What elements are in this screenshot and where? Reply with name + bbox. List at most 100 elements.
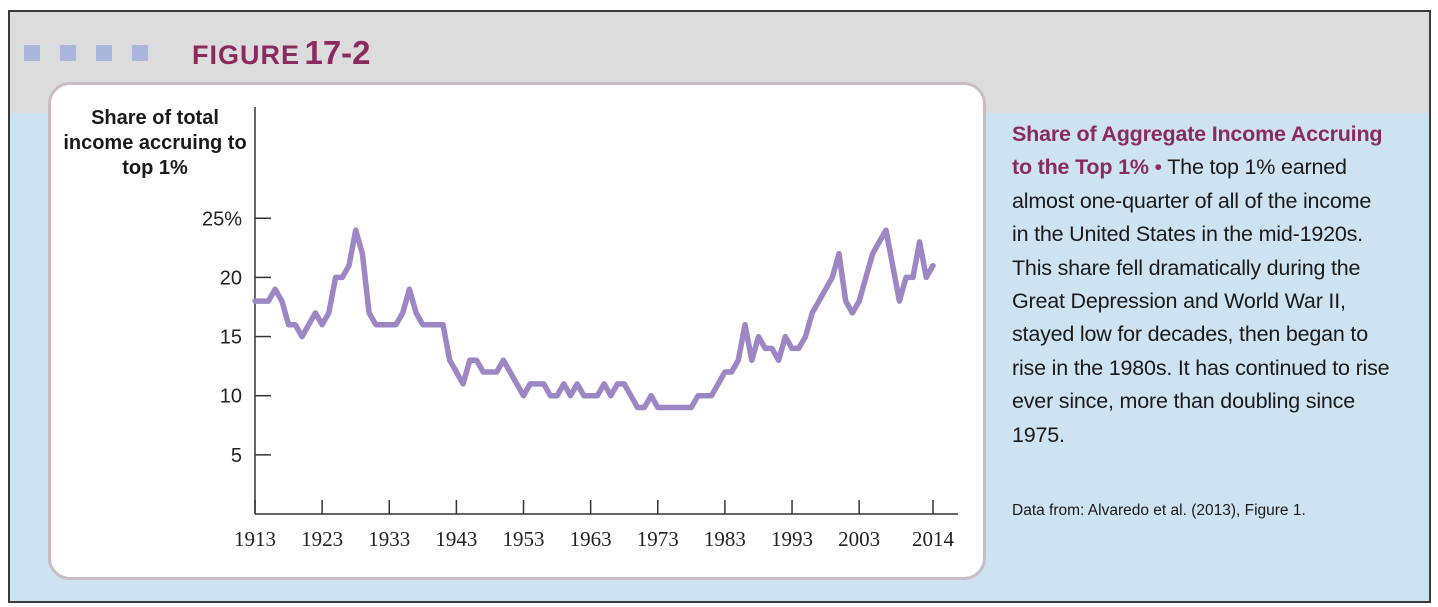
line-chart: 25% 20 15 10 5 1913 1923 1933 1943 1953 1963 1973 19… [202,107,958,551]
decorative-square [60,45,76,61]
data-point [596,394,599,397]
y-tick-label: 25% [202,208,242,230]
data-point [851,311,854,315]
data-point [300,335,304,338]
data-point [589,394,592,397]
data-point [750,359,753,362]
data-point [569,394,572,397]
data-point [804,335,807,338]
data-point [858,299,861,303]
data-point [784,335,787,338]
data-point [448,359,451,362]
series-line [252,227,936,411]
figure-frame: FIGURE 17-2 Share of total income accrui… [8,10,1431,603]
data-point [757,335,760,338]
data-point [401,311,404,315]
data-point [636,406,639,409]
figure-label: FIGURE 17-2 [192,34,371,72]
data-point [253,299,257,303]
data-point [287,323,290,326]
data-point [267,299,270,303]
data-point [260,299,263,303]
data-point [441,323,445,326]
data-point [374,323,377,326]
data-point [341,276,344,279]
data-point [347,264,351,267]
data-point [361,252,364,255]
data-point [817,299,821,303]
y-tick-label: 15 [220,327,242,349]
data-point [676,406,680,409]
decorative-square [24,45,40,61]
data-point [898,299,901,303]
data-point [414,311,418,315]
data-point [864,276,868,279]
data-point [623,382,626,386]
data-point [508,370,512,374]
data-point [428,323,431,326]
y-tick-label: 5 [231,445,242,467]
data-point [824,288,827,291]
data-point [670,406,673,409]
decorative-square [96,45,112,61]
x-tick-label: 1993 [771,527,813,551]
data-point [522,394,525,397]
data-point [831,276,834,279]
data-point [354,228,357,232]
data-point [884,228,888,232]
source-note: Data from: Alvaredo et al. (2013), Figur… [1012,502,1306,519]
data-point [515,382,518,386]
data-point [643,406,646,409]
caption-body: The top 1% earned almost one-quarter of … [1012,155,1390,447]
data-point [294,323,297,326]
y-tick-label: 10 [220,386,242,408]
data-point [542,382,545,386]
data-point [381,323,384,326]
x-tick-label: 2003 [838,527,880,551]
data-point [609,394,612,397]
data-point [663,406,666,409]
data-point [334,276,337,279]
caption-title: Share of Aggregate Income Accruing to th… [1012,122,1383,180]
data-point [388,323,391,326]
data-point [367,311,371,315]
data-point [602,382,606,386]
data-point [904,276,908,279]
data-point [280,299,284,303]
data-point [327,311,330,315]
data-point [273,288,277,291]
figure-label-number: 17-2 [304,34,371,71]
x-tick-label: 1963 [570,527,612,551]
x-tick-label: 1983 [704,527,746,551]
data-point [529,382,532,386]
data-point [797,347,800,350]
data-point [616,382,619,386]
decorative-squares [24,45,148,61]
caption-bullet: • [1154,155,1163,180]
figure-label-word: FIGURE [192,40,301,70]
data-point [703,394,706,397]
data-point [394,323,398,326]
chart-panel: Share of total income accruing to top 1%… [48,82,986,580]
data-point [455,370,458,374]
data-point [770,347,774,350]
data-point [408,288,411,291]
data-point [918,240,921,244]
data-point [871,252,874,255]
data-point [461,382,465,386]
data-point [488,370,492,374]
data-point [730,370,733,374]
x-tick-label: 1913 [234,527,276,551]
data-point [764,347,767,350]
decorative-square [132,45,148,61]
data-point [582,394,586,397]
data-point [649,394,653,397]
data-point [549,394,552,397]
data-point [421,323,424,326]
x-tick-label: 2014 [912,527,955,551]
data-point [683,406,686,409]
x-tick-label: 1953 [503,527,545,551]
data-point [931,264,935,267]
data-point [656,406,659,409]
x-tick-label: 1943 [435,527,477,551]
